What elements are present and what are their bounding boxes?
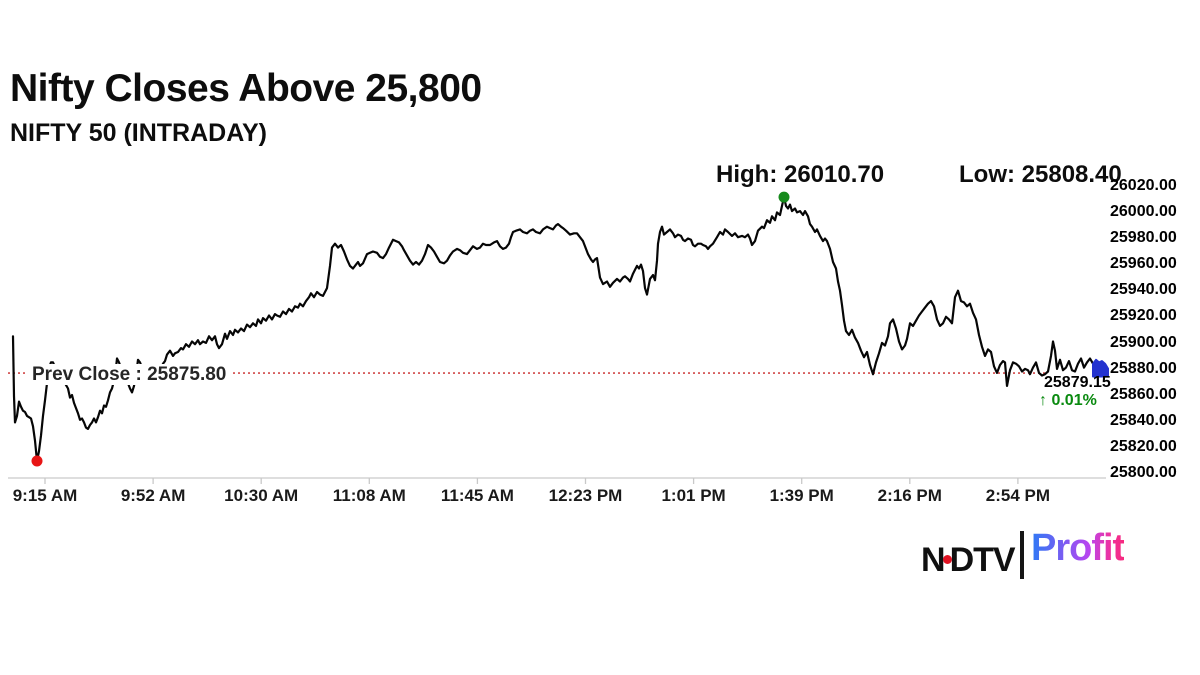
y-axis-label: 25940.00 — [1110, 281, 1177, 299]
low-value-label: Low: 25808.40 — [959, 161, 1122, 188]
page-title: Nifty Closes Above 25,800 — [10, 67, 482, 110]
x-axis-label: 1:01 PM — [661, 486, 726, 505]
x-axis-label: 12:23 PM — [548, 486, 623, 505]
chart-subtitle: NIFTY 50 (INTRADAY) — [10, 119, 267, 147]
profit-wordmark: Profit — [1031, 527, 1125, 569]
y-axis-label: 25900.00 — [1110, 333, 1177, 351]
y-axis-label: 25920.00 — [1110, 307, 1177, 325]
x-axis-label: 9:52 AM — [120, 486, 186, 505]
y-axis-label: 25960.00 — [1110, 255, 1177, 273]
x-axis-label: 10:30 AM — [224, 486, 299, 505]
ndtv-letters-dtv: DTV — [949, 541, 1016, 579]
change-percent-label: ↑ 0.01% — [1039, 392, 1097, 409]
x-axis-label: 11:08 AM — [332, 486, 406, 505]
ndtv-profit-logo: N DTV Profit — [920, 525, 1150, 585]
y-axis-label: 25860.00 — [1110, 385, 1177, 403]
y-axis-label: 25820.00 — [1110, 437, 1177, 455]
y-axis-label: 26000.00 — [1110, 203, 1177, 221]
high-marker-dot — [778, 191, 790, 203]
y-axis-label: 25980.00 — [1110, 229, 1177, 247]
close-marker — [1092, 358, 1109, 378]
logo-divider — [1020, 531, 1024, 579]
ndtv-red-dot-icon — [942, 555, 952, 564]
low-marker-dot — [31, 455, 43, 467]
ndtv-wordmark: N DTV — [921, 541, 1016, 580]
prev-close-label: Prev Close : 25875.80 — [28, 364, 231, 385]
high-value-label: High: 26010.70 — [716, 161, 885, 188]
x-axis-label: 2:54 PM — [985, 486, 1051, 505]
x-axis-label: 1:39 PM — [769, 486, 834, 505]
last-price-label: 25879.15 — [1044, 374, 1111, 391]
y-axis-label: 26020.00 — [1110, 177, 1177, 194]
y-axis-label: 25880.00 — [1110, 359, 1177, 377]
y-axis-label: 25800.00 — [1110, 464, 1177, 481]
price-line — [11, 196, 1095, 463]
ndtv-letter-n: N — [921, 541, 946, 579]
y-axis-label: 25840.00 — [1110, 411, 1177, 429]
x-axis-label: 2:16 PM — [877, 486, 942, 505]
x-axis-label: 11:45 AM — [440, 486, 514, 505]
x-axis-label: 9:15 AM — [12, 486, 78, 505]
